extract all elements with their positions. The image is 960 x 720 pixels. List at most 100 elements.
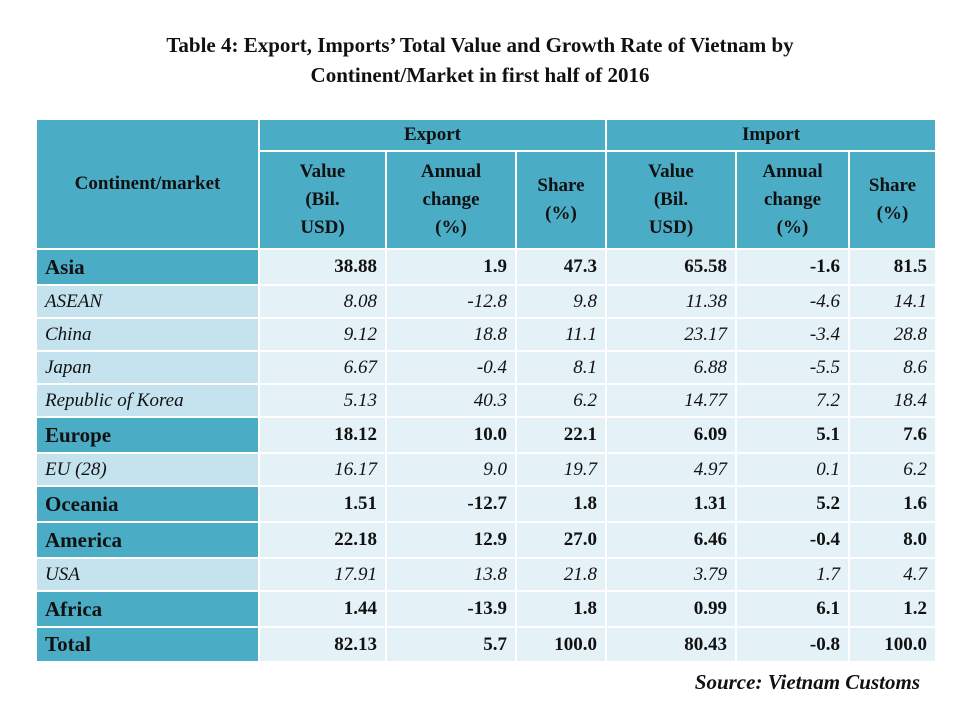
value-cell: 4.7: [848, 557, 937, 592]
value-cell: 80.43: [605, 626, 737, 663]
value-cell: 8.1: [515, 350, 607, 385]
header-line: Share: [537, 175, 585, 196]
value-cell: -0.8: [735, 626, 850, 663]
value-cell: 40.3: [385, 383, 517, 418]
value-cell: -12.7: [385, 485, 517, 523]
value-cell: -5.5: [735, 350, 850, 385]
value-cell: 3.79: [605, 557, 737, 592]
value-cell: 47.3: [515, 248, 607, 286]
value-cell: 9.0: [385, 452, 517, 487]
header-line: USD): [648, 217, 694, 238]
value-cell: 18.8: [385, 317, 517, 352]
market-cell: Asia: [35, 248, 260, 286]
value-cell: 9.8: [515, 284, 607, 319]
value-cell: 6.09: [605, 416, 737, 454]
market-cell: America: [35, 521, 260, 559]
column-header: Value (Bil. USD): [258, 150, 387, 250]
value-cell: 22.18: [258, 521, 387, 559]
header-line: Value: [299, 161, 346, 182]
value-cell: 6.2: [515, 383, 607, 418]
value-cell: 1.6: [848, 485, 937, 523]
market-row: Asia 38.88 1.9 47.3 65.58 -1.6 81.5: [35, 248, 937, 286]
header-line: Annual: [762, 161, 823, 182]
value-cell: 18.4: [848, 383, 937, 418]
value-cell: 5.1: [735, 416, 850, 454]
value-cell: 14.77: [605, 383, 737, 418]
value-cell: 22.1: [515, 416, 607, 454]
value-cell: 10.0: [385, 416, 517, 454]
value-cell: 100.0: [848, 626, 937, 663]
market-cell: EU (28): [35, 452, 260, 487]
value-cell: 6.2: [848, 452, 937, 487]
value-cell: 1.8: [515, 590, 607, 628]
market-cell: USA: [35, 557, 260, 592]
value-cell: -0.4: [385, 350, 517, 385]
value-cell: 38.88: [258, 248, 387, 286]
data-table: Continent/market Export Import Value (Bil. US…: [35, 118, 937, 663]
market-cell: China: [35, 317, 260, 352]
sub-market-row: Japan 6.67 -0.4 8.1 6.88 -5.5 8.6: [35, 350, 937, 385]
title: Table 4: Export, Imports’ Total Value an…: [0, 30, 960, 90]
column-header: Share (%): [848, 150, 937, 250]
header-line: (%): [545, 203, 577, 224]
value-cell: 8.08: [258, 284, 387, 319]
value-cell: 4.97: [605, 452, 737, 487]
value-cell: 12.9: [385, 521, 517, 559]
value-cell: 21.8: [515, 557, 607, 592]
value-cell: 5.2: [735, 485, 850, 523]
sub-market-row: EU (28) 16.17 9.0 19.7 4.97 0.1 6.2: [35, 452, 937, 487]
value-cell: 17.91: [258, 557, 387, 592]
header-line: USD): [300, 217, 345, 238]
value-cell: 1.51: [258, 485, 387, 523]
total-row: Total 82.13 5.7 100.0 80.43 -0.8 100.0: [35, 626, 937, 663]
market-row: America 22.18 12.9 27.0 6.46 -0.4 8.0: [35, 521, 937, 559]
header-line: (Bil.: [653, 189, 689, 210]
market-row: Oceania 1.51 -12.7 1.8 1.31 5.2 1.6: [35, 485, 937, 523]
column-header: Annual change (%): [735, 150, 850, 250]
value-cell: -0.4: [735, 521, 850, 559]
sub-market-row: Republic of Korea 5.13 40.3 6.2 14.77 7.2 18.4: [35, 383, 937, 418]
value-cell: 8.6: [848, 350, 937, 385]
value-cell: 0.1: [735, 452, 850, 487]
value-cell: 13.8: [385, 557, 517, 592]
value-cell: 81.5: [848, 248, 937, 286]
header-row: Continent/market Export Import: [35, 118, 937, 250]
column-header: Annual change (%): [385, 150, 517, 250]
market-cell: Total: [35, 626, 260, 663]
value-cell: -4.6: [735, 284, 850, 319]
value-cell: 100.0: [515, 626, 607, 663]
value-cell: 1.44: [258, 590, 387, 628]
header-line: (%): [876, 203, 909, 224]
header-line: Annual: [420, 161, 482, 182]
value-cell: 28.8: [848, 317, 937, 352]
header-line: change: [764, 189, 821, 210]
value-cell: 16.17: [258, 452, 387, 487]
value-cell: 7.2: [735, 383, 850, 418]
value-cell: 82.13: [258, 626, 387, 663]
market-row: Africa 1.44 -13.9 1.8 0.99 6.1 1.2: [35, 590, 937, 628]
header-row: Value (Bil. USD) Annual change (%) Share (%) Val…: [36, 150, 937, 250]
value-cell: 1.7: [735, 557, 850, 592]
market-cell: Japan: [35, 350, 260, 385]
header-line: (%): [776, 217, 809, 238]
column-header: Value (Bil. USD): [605, 150, 737, 250]
value-cell: 5.13: [258, 383, 387, 418]
value-cell: 27.0: [515, 521, 607, 559]
source: Source: Vietnam Customs: [694, 670, 920, 694]
value-cell: 8.0: [848, 521, 937, 559]
market-cell: Oceania: [35, 485, 260, 523]
value-cell: 1.2: [848, 590, 937, 628]
value-cell: 7.6: [848, 416, 937, 454]
value-cell: -1.6: [735, 248, 850, 286]
value-cell: 6.67: [258, 350, 387, 385]
value-cell: 14.1: [848, 284, 937, 319]
market-cell: Africa: [35, 590, 260, 628]
value-cell: 1.9: [385, 248, 517, 286]
sub-market-row: ASEAN 8.08 -12.8 9.8 11.38 -4.6 14.1: [35, 284, 937, 319]
header-line: (%): [435, 217, 467, 238]
value-cell: 18.12: [258, 416, 387, 454]
group-header: Export: [258, 118, 607, 152]
value-cell: 23.17: [605, 317, 737, 352]
value-cell: 6.1: [735, 590, 850, 628]
